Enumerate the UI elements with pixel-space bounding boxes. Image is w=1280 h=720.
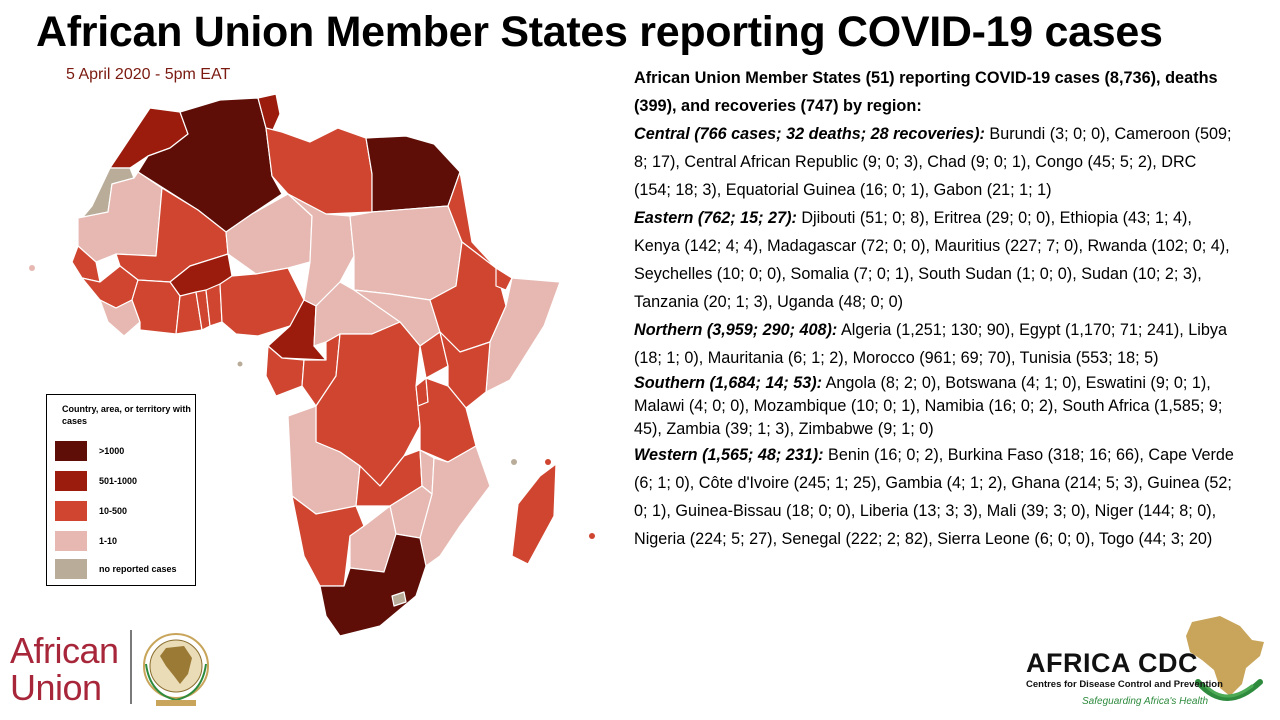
legend-swatch xyxy=(55,531,87,551)
region-paragraph: Western (1,565; 48; 231): Benin (16; 0; … xyxy=(634,441,1234,553)
region-madagascar xyxy=(511,463,557,565)
legend-label: 501-1000 xyxy=(99,476,138,486)
legend-swatch xyxy=(55,501,87,521)
summary-heading: African Union Member States (51) reporti… xyxy=(634,69,1218,115)
legend-swatch xyxy=(55,559,87,579)
legend-label: 10-500 xyxy=(99,506,128,516)
legend-label: 1-10 xyxy=(99,536,118,546)
region-countries: Algeria (1,251; 130; 90), Egypt (1,170; … xyxy=(634,321,1227,367)
summary-panel: African Union Member States (51) reporti… xyxy=(634,64,1234,553)
au-logo-line1: African xyxy=(10,630,119,671)
region-name: Western (1,565; 48; 231): xyxy=(634,446,824,464)
island-mauritius xyxy=(589,533,595,539)
region-paragraph: Eastern (762; 15; 27): Djibouti (51; 0; … xyxy=(634,204,1234,316)
africa-cdc-logo-name: AFRICA CDC xyxy=(1026,648,1198,678)
region-countries: Angola (8; 2; 0), Botswana (4; 1; 0), Es… xyxy=(634,374,1223,438)
island-sao-tome xyxy=(237,361,243,367)
region-name: Southern (1,684; 14; 53): xyxy=(634,374,823,392)
legend-item: 1-10 xyxy=(55,531,195,551)
map-legend: Country, area, or territory with cases >… xyxy=(46,394,196,586)
region-name: Central (766 cases; 32 deaths; 28 recove… xyxy=(634,125,985,143)
africa-map xyxy=(29,93,595,637)
legend-item: no reported cases xyxy=(55,559,195,579)
region-name: Northern (3,959; 290; 408): xyxy=(634,321,838,339)
region-lesotho xyxy=(391,591,407,607)
legend-label: no reported cases xyxy=(99,564,177,574)
region-mauritania xyxy=(77,171,163,263)
region-mozambique xyxy=(419,445,491,567)
page-title: African Union Member States reporting CO… xyxy=(36,8,1163,56)
region-paragraph: Central (766 cases; 32 deaths; 28 recove… xyxy=(634,120,1234,204)
region-sudan xyxy=(349,205,463,301)
island-seychelles xyxy=(545,459,551,465)
island-comoros xyxy=(511,459,517,465)
region-paragraph: Northern (3,959; 290; 408): Algeria (1,2… xyxy=(634,316,1234,372)
legend-item: 10-500 xyxy=(55,501,195,521)
region-cote-divoire xyxy=(131,279,181,335)
region-tanzania xyxy=(417,377,477,463)
region-name: Eastern (762; 15; 27): xyxy=(634,209,797,227)
report-date: 5 April 2020 - 5pm EAT xyxy=(66,66,231,83)
region-paragraph: Southern (1,684; 14; 53): Angola (8; 2; … xyxy=(634,372,1234,441)
region-tunisia xyxy=(257,93,281,133)
legend-item: 501-1000 xyxy=(55,471,195,491)
region-countries: Benin (16; 0; 2), Burkina Faso (318; 16;… xyxy=(634,446,1234,548)
africa-cdc-emblem-icon xyxy=(1186,616,1264,701)
region-countries: Burundi (3; 0; 0), Cameroon (509; 8; 17)… xyxy=(634,125,1232,199)
africa-cdc-logo-tagline: Safeguarding Africa's Health xyxy=(1082,696,1209,707)
region-south-africa xyxy=(319,533,427,637)
island-cape-verde xyxy=(29,265,35,271)
african-union-logo-text: African Union xyxy=(10,632,119,706)
region-djibouti xyxy=(495,267,513,291)
legend-swatch xyxy=(55,441,87,461)
legend-swatch xyxy=(55,471,87,491)
african-union-emblem-icon xyxy=(130,630,209,706)
legend-title: Country, area, or territory with cases xyxy=(62,404,191,426)
region-egypt xyxy=(365,135,461,213)
legend-label: >1000 xyxy=(99,446,125,456)
region-eritrea xyxy=(447,171,497,269)
legend-item: >1000 xyxy=(55,441,195,461)
au-logo-line2: Union xyxy=(10,667,102,708)
region-countries: Djibouti (51; 0; 8), Eritrea (29; 0; 0),… xyxy=(634,209,1230,311)
africa-cdc-logo-subtitle: Centres for Disease Control and Preventi… xyxy=(1026,679,1223,690)
region-kenya xyxy=(439,331,491,409)
